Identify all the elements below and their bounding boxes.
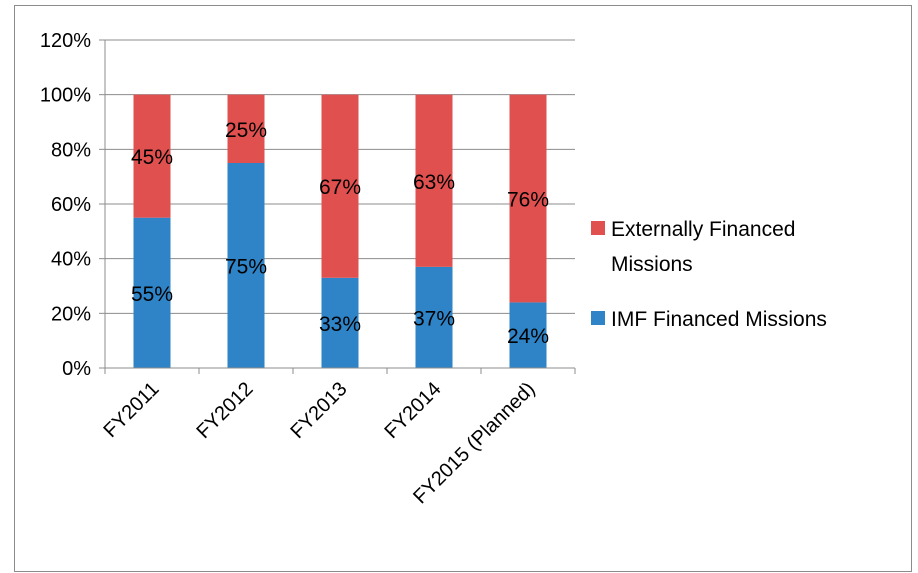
bar-externally-financed [321,94,359,278]
y-tick-label: 40% [51,249,91,271]
data-label-externally-financed: 45% [131,146,173,169]
bar-imf-financed [321,277,359,368]
bar-externally-financed [509,94,547,303]
data-label-imf-financed: 75% [225,256,267,279]
data-label-imf-financed: 37% [413,307,455,330]
data-labels: 55% 45% 75% 25% 33% 67% 37% 63% 24% 76% [131,119,549,348]
legend-swatch-externally-financed [591,221,605,235]
axes [99,39,576,374]
data-label-externally-financed: 67% [319,176,361,199]
y-tick-label: 20% [51,303,91,325]
bar-imf-financed [415,266,453,368]
bar-imf-financed [227,163,265,368]
data-label-externally-financed: 25% [225,119,267,142]
x-tick-label: FY2014 [380,378,445,443]
bar-externally-financed [415,94,453,267]
data-label-imf-financed: 33% [319,313,361,336]
legend-label-externally-financed-line2: Missions [611,253,693,276]
x-tick-label: FY2013 [286,378,351,443]
y-tick-label: 100% [40,85,91,107]
bars [133,94,547,368]
data-label-externally-financed: 76% [507,189,549,212]
y-tick-label: 80% [51,139,91,161]
y-tick-label: 60% [51,194,91,216]
x-tick-label: FY2011 [99,378,163,442]
x-tick-label: FY2012 [192,378,257,443]
y-tick-label: 0% [62,358,91,380]
legend-label-externally-financed-line1: Externally Financed [611,218,795,241]
bar-externally-financed [133,94,171,218]
data-label-imf-financed: 55% [131,283,173,306]
bar-externally-financed [227,94,265,163]
data-label-imf-financed: 24% [507,325,549,348]
legend-swatch-imf-financed [591,311,605,325]
legend: Externally Financed Missions IMF Finance… [591,218,827,331]
legend-label-imf-financed: IMF Financed Missions [611,308,827,331]
bar-imf-financed [509,302,547,368]
y-tick-labels: 0% 20% 40% 60% 80% 100% 120% [40,30,91,380]
data-label-externally-financed: 63% [413,171,455,194]
bar-imf-financed [133,217,171,368]
y-tick-label: 120% [40,30,91,52]
